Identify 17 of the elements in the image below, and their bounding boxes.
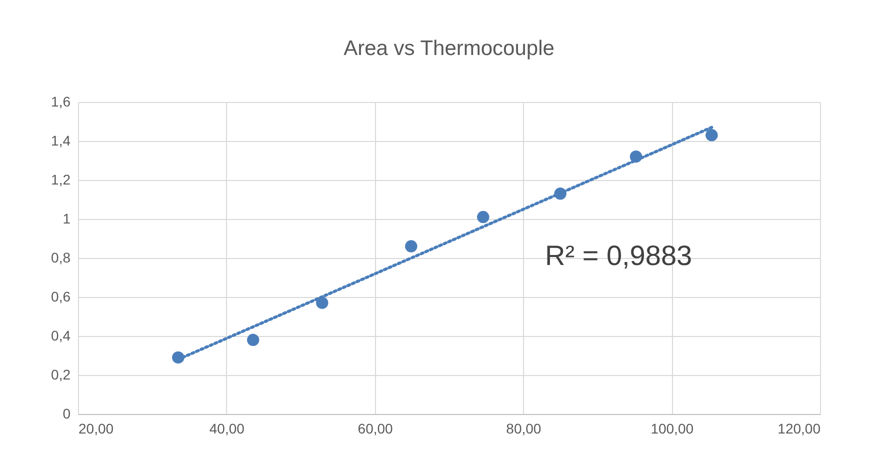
x-tick-label: 80,00 xyxy=(506,420,542,436)
y-tick-label: 0,6 xyxy=(51,288,71,304)
y-tick-label: 0,4 xyxy=(51,328,71,344)
y-tick-label: 0,8 xyxy=(51,250,71,266)
y-tick-label: 1,2 xyxy=(51,172,71,188)
x-tick-label: 60,00 xyxy=(358,420,394,436)
y-tick-label: 1,6 xyxy=(51,94,71,110)
y-tick-label: 1,4 xyxy=(51,132,71,148)
y-tick-label: 0,2 xyxy=(51,366,71,382)
y-tick-label: 0 xyxy=(62,406,71,422)
chart-title: Area vs Thermocouple xyxy=(344,37,554,60)
x-tick-label: 120,00 xyxy=(778,420,821,436)
x-tick-label: 100,00 xyxy=(650,420,694,436)
annotation: R² = 0,9883 xyxy=(545,240,692,271)
x-tick-label: 40,00 xyxy=(209,420,245,436)
y-tick-label: 1 xyxy=(62,210,71,226)
x-tick-label: 20,00 xyxy=(78,420,114,436)
